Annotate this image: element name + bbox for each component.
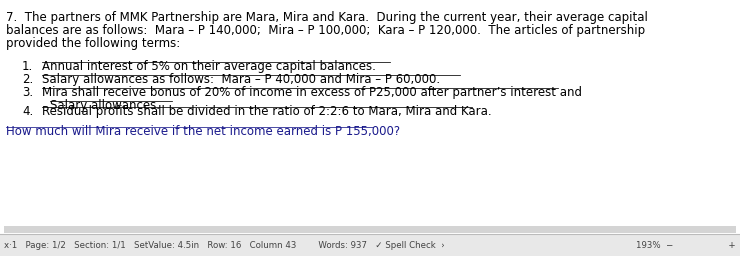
Text: 7.  The partners of MMK Partnership are Mara, Mira and Kara.  During the current: 7. The partners of MMK Partnership are M… — [6, 11, 648, 24]
Text: How much will Mira receive if the net income earned is P 155,000?: How much will Mira receive if the net in… — [6, 125, 400, 138]
Text: Salary allowances as follows:  Mara – P 40,000 and Mira – P 60,000.: Salary allowances as follows: Mara – P 4… — [42, 73, 440, 86]
Text: Salary allowances.: Salary allowances. — [50, 99, 160, 112]
Text: 2.: 2. — [22, 73, 33, 86]
FancyBboxPatch shape — [4, 226, 736, 233]
Text: Residual profits shall be divided in the ratio of 2:2:6 to Mara, Mira and Kara.: Residual profits shall be divided in the… — [42, 105, 491, 118]
FancyBboxPatch shape — [0, 234, 740, 256]
FancyBboxPatch shape — [0, 0, 740, 234]
Text: provided the following terms:: provided the following terms: — [6, 37, 181, 50]
Text: 1.: 1. — [22, 60, 33, 73]
Text: x·1   Page: 1/2   Section: 1/1   SetValue: 4.5in   Row: 16   Column 43        Wo: x·1 Page: 1/2 Section: 1/1 SetValue: 4.5… — [4, 240, 445, 250]
Text: 4.: 4. — [22, 105, 33, 118]
Text: 3.: 3. — [22, 86, 33, 99]
Text: balances are as follows:  Mara – P 140,000;  Mira – P 100,000;  Kara – P 120,000: balances are as follows: Mara – P 140,00… — [6, 24, 645, 37]
Text: Mira shall receive bonus of 20% of income in excess of P25,000 after partner’s i: Mira shall receive bonus of 20% of incom… — [42, 86, 582, 99]
Text: Annual interest of 5% on their average capital balances.: Annual interest of 5% on their average c… — [42, 60, 376, 73]
Text: 193%  −                    +: 193% − + — [636, 240, 736, 250]
